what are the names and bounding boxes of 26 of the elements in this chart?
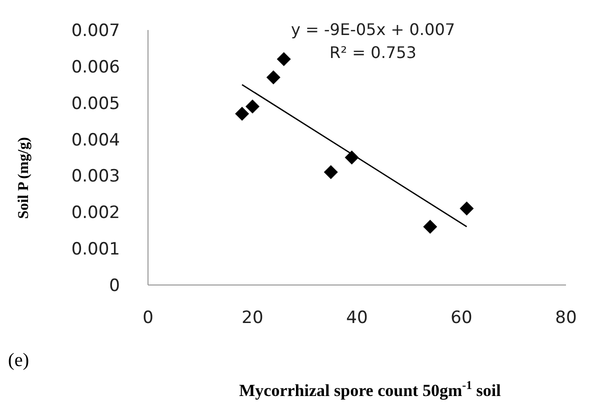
y-axis-title: Soil P (mg/g) xyxy=(16,137,32,219)
x-tick-label: 0 xyxy=(142,308,154,328)
point xyxy=(324,165,338,180)
point xyxy=(344,150,359,164)
point xyxy=(266,70,280,84)
y-tick-label: 0.004 xyxy=(71,130,120,150)
y-tick-label: 0.002 xyxy=(71,203,120,224)
y-tick-label: 0.001 xyxy=(71,240,120,260)
y-tick-label: 0.005 xyxy=(71,94,120,114)
x-tick-label: 60 xyxy=(450,308,472,328)
annotation: y = -9E-05x + 0.007 xyxy=(290,20,456,39)
x-tick-label: 80 xyxy=(555,308,577,328)
y-tick-label: 0.006 xyxy=(71,57,120,78)
x-axis-title: Mycorrhizal spore count 50gm$^{-1}$ soil xyxy=(239,378,502,400)
x-tick-label: 40 xyxy=(346,308,368,328)
point xyxy=(276,52,291,66)
point xyxy=(460,202,474,216)
text: (e) xyxy=(8,350,30,371)
point xyxy=(423,220,438,234)
point xyxy=(235,106,250,121)
y-tick-label: 0.007 xyxy=(71,21,120,42)
x-tick-label: 20 xyxy=(242,308,264,328)
y-tick-label: 0 xyxy=(109,276,120,296)
y-tick-label: 0.003 xyxy=(71,166,120,187)
point xyxy=(246,100,260,114)
annotation: R² = 0.753 xyxy=(330,43,416,62)
